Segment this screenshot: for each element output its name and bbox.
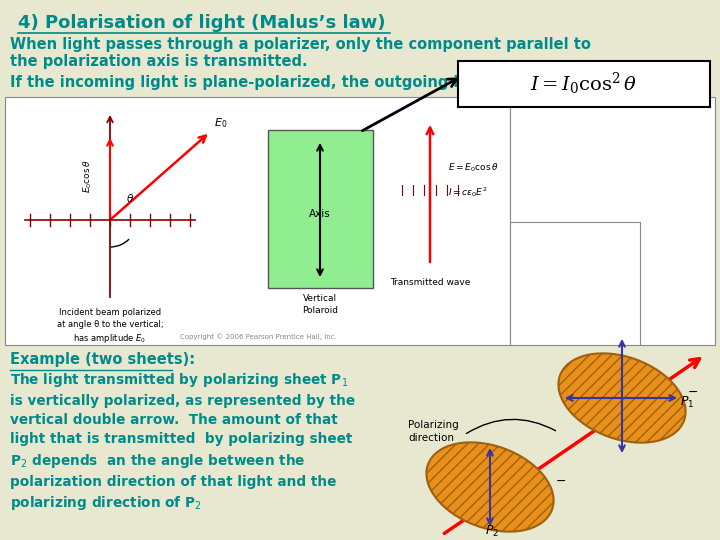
FancyBboxPatch shape xyxy=(458,61,710,107)
Ellipse shape xyxy=(426,442,554,532)
Text: Polarizing
direction: Polarizing direction xyxy=(408,420,459,443)
Text: If the incoming light is plane-polarized, the outgoing intensity is:: If the incoming light is plane-polarized… xyxy=(10,75,552,90)
Bar xyxy=(268,130,373,288)
Text: Incident beam polarized
at angle θ to the vertical;
has amplitude $E_0$: Incident beam polarized at angle θ to th… xyxy=(57,308,163,346)
Text: the polarization axis is transmitted.: the polarization axis is transmitted. xyxy=(10,54,307,69)
Text: When light passes through a polarizer, only the component parallel to: When light passes through a polarizer, o… xyxy=(10,37,591,52)
Bar xyxy=(5,97,510,345)
Text: Transmitted wave: Transmitted wave xyxy=(390,278,470,287)
Text: $E_0\cos\theta$: $E_0\cos\theta$ xyxy=(82,159,94,193)
Text: Example (two sheets):: Example (two sheets): xyxy=(10,352,195,367)
Text: $I = c\varepsilon_0 E^2$: $I = c\varepsilon_0 E^2$ xyxy=(448,185,487,199)
Text: $-$: $-$ xyxy=(555,474,566,487)
Text: $E_0$: $E_0$ xyxy=(214,116,228,130)
Text: $E = E_0\cos\theta$: $E = E_0\cos\theta$ xyxy=(448,162,499,174)
Text: Axis: Axis xyxy=(309,209,331,219)
Bar xyxy=(510,97,715,345)
Ellipse shape xyxy=(559,353,685,443)
Text: The light transmitted by polarizing sheet P$_1$
is vertically polarized, as repr: The light transmitted by polarizing shee… xyxy=(10,371,355,512)
Text: $-$: $-$ xyxy=(687,385,698,398)
Text: Vertical
Polaroid: Vertical Polaroid xyxy=(302,294,338,315)
Text: $P_2$: $P_2$ xyxy=(485,524,499,539)
Text: 4) Polarisation of light (Malus’s law): 4) Polarisation of light (Malus’s law) xyxy=(18,14,385,32)
Text: $I = I_0 \cos^2\theta$: $I = I_0 \cos^2\theta$ xyxy=(531,71,638,97)
Text: Copyright © 2006 Pearson Prentice Hall, Inc.: Copyright © 2006 Pearson Prentice Hall, … xyxy=(179,333,336,340)
Text: $\theta$: $\theta$ xyxy=(126,192,134,204)
Text: $P_1$: $P_1$ xyxy=(680,395,694,410)
